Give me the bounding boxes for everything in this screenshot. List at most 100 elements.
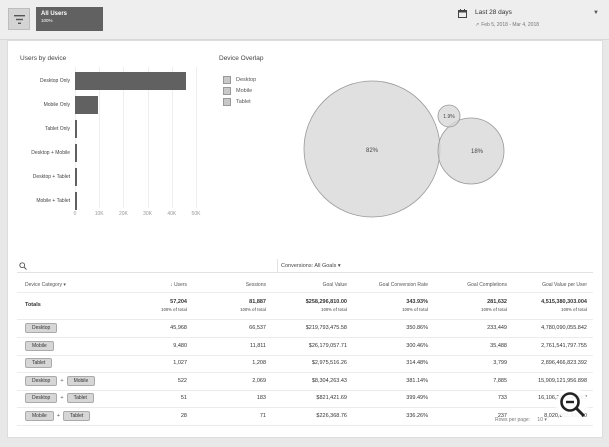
totals-conversion-rate-sub: 100% of total — [402, 307, 428, 312]
chevron-down-icon: ▼ — [593, 10, 599, 16]
bar-desktop-only[interactable] — [75, 72, 187, 90]
totals-sessions: 81,887 100% of total — [200, 299, 266, 312]
venn-label-mobile: 18% — [471, 149, 484, 155]
cell-conversion-rate: 381.14% — [406, 377, 428, 384]
device-chip-desktop[interactable]: Desktop — [25, 375, 58, 386]
cell-sessions: 1,208 — [252, 360, 266, 366]
bar-desktop-tablet[interactable] — [75, 168, 77, 186]
device-chip-desktop[interactable]: Desktop — [25, 393, 58, 403]
chevron-down-icon: ▾ — [337, 263, 341, 269]
header-divider — [17, 292, 593, 293]
device-chip-mobile[interactable]: Mobile — [25, 340, 54, 351]
device-chip-desktop[interactable]: Desktop — [25, 323, 58, 333]
bar-category-label: Desktop + Tablet — [32, 174, 70, 180]
totals-sessions-sub: 100% of total — [240, 307, 266, 312]
device-chip-tablet[interactable]: Tablet — [25, 358, 53, 368]
legend-swatch-mobile — [223, 87, 231, 95]
bar-desktop-mobile[interactable] — [75, 144, 77, 162]
cell-conversion-rate: 399.49% — [406, 395, 428, 401]
header-sessions[interactable]: Sessions — [245, 282, 266, 288]
rows-per-page-select[interactable]: 10 — [537, 417, 543, 423]
row-divider — [17, 354, 593, 356]
totals-value-per-user-sub: 100% of total — [561, 307, 587, 312]
bar-category-label: Tablet Only — [44, 126, 70, 132]
x-axis-tick: 50K — [191, 211, 201, 217]
header-goal-value-per-user[interactable]: Goal Value per User — [542, 282, 587, 288]
row-divider — [17, 424, 593, 426]
venn-circle-mobile — [437, 117, 505, 185]
date-range-text: Feb 5, 2018 - Mar 4, 2018 — [481, 22, 540, 28]
totals-divider — [17, 319, 593, 320]
venn-label-desktop: 82% — [366, 148, 379, 154]
totals-label: Totals — [25, 302, 41, 308]
row-divider — [17, 389, 593, 391]
chart-gridline — [99, 67, 101, 208]
pagination: Rows per page: 10 ▾ — [495, 417, 547, 423]
chart-gridline — [123, 67, 125, 208]
table-search-row[interactable] — [17, 259, 593, 273]
filter-menu-button[interactable] — [8, 8, 30, 30]
users-by-device-chart: 0 10K 20K 30K 40K 50K Desktop Only Mobile Only T… — [8, 41, 238, 221]
device-chip-tablet[interactable]: Tablet — [66, 393, 94, 403]
header-device-category[interactable]: Device Category ▾ — [25, 282, 66, 288]
cell-users: 522 — [177, 377, 187, 384]
header-goal-conversion-rate[interactable]: Goal Conversion Rate — [378, 282, 428, 288]
cell-users: 1,027 — [173, 360, 187, 366]
segment-chip-all-users[interactable]: All Users 100% — [36, 7, 103, 31]
header-goal-value[interactable]: Goal Value — [322, 282, 347, 288]
plus-separator: + — [60, 377, 64, 384]
totals-completions-value: 281,632 — [487, 299, 507, 305]
bar-mobile-tablet[interactable] — [75, 192, 77, 210]
bar-mobile-only[interactable] — [75, 96, 98, 114]
device-chip-tablet[interactable]: Tablet — [62, 410, 91, 421]
totals-users: 57,204 100% of total — [140, 299, 187, 312]
cell-sessions: 2,069 — [252, 377, 266, 384]
header-users-label: Users — [173, 282, 187, 288]
device-chip-mobile[interactable]: Mobile — [66, 375, 96, 386]
cell-users: 28 — [180, 412, 187, 419]
rows-per-page-label: Rows per page: — [495, 417, 531, 423]
sort-arrow-icon: ↓ — [170, 282, 173, 288]
conversions-goal-select[interactable]: Conversions: All Goals ▾ — [277, 259, 341, 273]
cell-goal-value: $219,793,475.58 — [305, 325, 347, 331]
x-axis-tick: 10K — [94, 211, 104, 217]
device-overlap-title: Device Overlap — [219, 55, 264, 62]
legend-swatch-tablet — [223, 98, 231, 106]
cell-value-per-user: 15,909,121,956.898 — [538, 377, 587, 384]
search-icon[interactable] — [19, 262, 27, 270]
date-range-picker[interactable]: Last 28 days ▼ ↗ Feb 5, 2018 - Mar 4, 201… — [455, 6, 603, 34]
cell-users: 51 — [180, 395, 187, 401]
legend-label-mobile: Mobile — [236, 88, 253, 94]
cell-goal-value: $2,975,516.26 — [311, 360, 347, 366]
device-category-cell: Mobile + Tablet — [25, 410, 91, 421]
cell-goal-value: $8,304,263.43 — [311, 377, 347, 384]
totals-value-per-user-value: 4,515,380,303.004 — [541, 299, 587, 305]
filter-icon — [13, 14, 25, 24]
cell-completions: 35,488 — [490, 342, 507, 349]
device-chip-mobile[interactable]: Mobile — [25, 410, 54, 421]
bar-tablet-only[interactable] — [75, 120, 78, 138]
cell-value-per-user: 2,896,466,823.392 — [541, 360, 587, 366]
header-users[interactable]: ↓ Users — [140, 282, 187, 288]
legend-swatch-desktop — [223, 76, 231, 84]
bar-category-label: Mobile Only — [43, 102, 70, 108]
totals-users-value: 57,204 — [170, 299, 187, 305]
x-axis-tick: 0 — [73, 211, 77, 217]
cell-goal-value: $26,179,057.71 — [308, 342, 347, 349]
segment-name: All Users — [41, 11, 68, 17]
cell-users: 45,968 — [170, 325, 187, 331]
bar-category-label: Desktop Only — [39, 78, 70, 84]
top-toolbar: All Users 100% Last 28 days ▼ ↗ Feb 5, 20… — [0, 0, 609, 40]
totals-conversion-rate-value: 343.93% — [406, 299, 428, 305]
cell-conversion-rate: 300.46% — [406, 342, 428, 349]
totals-completions: 281,632 100% of total — [440, 299, 507, 312]
device-category-cell: Desktop — [25, 323, 58, 333]
device-category-cell: Desktop + Mobile — [25, 375, 96, 386]
header-goal-completions[interactable]: Goal Completions — [467, 282, 507, 288]
cell-goal-value: $821,421.69 — [316, 395, 347, 401]
zoom-out-button[interactable] — [555, 387, 589, 421]
totals-conversion-rate: 343.93% 100% of total — [350, 299, 428, 312]
calendar-icon — [458, 9, 467, 18]
totals-users-sub: 100% of total — [161, 307, 187, 312]
device-category-cell: Desktop + Tablet — [25, 393, 94, 403]
